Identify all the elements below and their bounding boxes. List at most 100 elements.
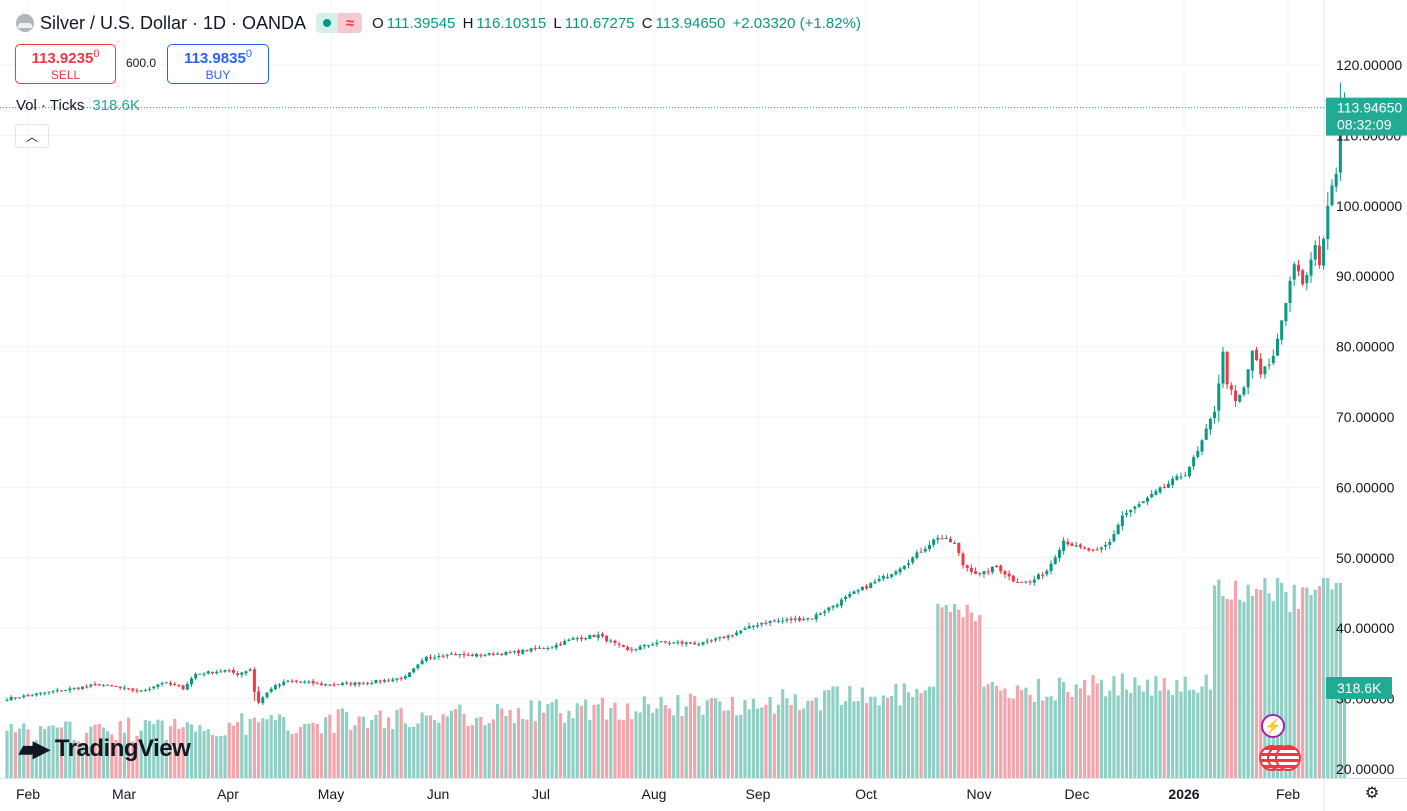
candle bbox=[584, 638, 588, 640]
candle bbox=[1032, 579, 1036, 583]
tradingview-logo[interactable]: ▰▶ TradingView bbox=[19, 735, 191, 763]
candle bbox=[1129, 509, 1133, 513]
volume-bar bbox=[1288, 611, 1292, 778]
volume-bar bbox=[986, 684, 990, 778]
silver-cloud-icon bbox=[16, 14, 34, 32]
gear-icon[interactable]: ⚙ bbox=[1364, 785, 1380, 802]
symbol-title[interactable]: Silver / U.S. Dollar · 1D · OANDA bbox=[40, 12, 307, 33]
volume-bar bbox=[747, 709, 751, 778]
volume-bar bbox=[294, 732, 298, 778]
volume-bar bbox=[751, 698, 755, 778]
volume-bar bbox=[1062, 682, 1066, 778]
volume-bar bbox=[734, 715, 739, 778]
candle bbox=[1158, 487, 1162, 493]
candle bbox=[718, 637, 722, 639]
candle bbox=[839, 599, 843, 606]
volume-bar bbox=[1196, 692, 1200, 778]
candle bbox=[378, 680, 382, 682]
candle bbox=[504, 651, 508, 656]
tradingview-mark-icon: ▰▶ bbox=[19, 736, 50, 761]
volume-bar bbox=[391, 729, 395, 778]
volume-bar bbox=[793, 694, 797, 778]
candle bbox=[751, 625, 755, 627]
candle bbox=[416, 664, 420, 669]
volume-bar bbox=[546, 704, 550, 778]
volume-bar bbox=[1137, 685, 1141, 778]
buy-button[interactable]: 113.98350 BUY bbox=[167, 44, 269, 84]
collapse-legend-button[interactable]: ︿ bbox=[15, 124, 49, 148]
volume-bar bbox=[59, 727, 64, 778]
volume-bar bbox=[701, 714, 705, 778]
candle bbox=[80, 686, 84, 690]
candle bbox=[965, 565, 969, 568]
volume-bar bbox=[118, 721, 122, 778]
candle bbox=[1141, 501, 1145, 504]
volume-bar bbox=[533, 721, 537, 778]
volume-bar bbox=[227, 722, 231, 778]
volume-bar bbox=[307, 723, 311, 778]
candle bbox=[491, 653, 495, 656]
volume-bar bbox=[1322, 578, 1326, 778]
volume-bar bbox=[1003, 688, 1007, 778]
candle bbox=[936, 537, 940, 540]
candle bbox=[428, 657, 432, 659]
volume-bar bbox=[936, 603, 940, 778]
volume-bar bbox=[881, 695, 885, 778]
candle bbox=[424, 656, 428, 661]
volume-bar bbox=[160, 720, 164, 778]
last-price-badge bbox=[1326, 97, 1407, 136]
volume-bar bbox=[1095, 683, 1099, 778]
sell-button[interactable]: 113.92350 SELL bbox=[15, 44, 116, 84]
symbol-legend[interactable]: Silver / U.S. Dollar · 1D · OANDA ≈ O 111… bbox=[16, 10, 864, 36]
volume-bar bbox=[1267, 593, 1271, 778]
volume-bar bbox=[1045, 696, 1049, 778]
volume-bar bbox=[705, 700, 709, 778]
volume-bar bbox=[638, 712, 642, 778]
candle bbox=[353, 682, 357, 686]
volume-bar bbox=[152, 724, 156, 778]
volume-bar bbox=[500, 708, 504, 778]
volume-bar bbox=[265, 719, 269, 778]
candle bbox=[1036, 574, 1040, 580]
candle bbox=[311, 680, 315, 684]
volume-bar bbox=[902, 683, 906, 778]
candle bbox=[1196, 451, 1200, 458]
us-flag-events-icon[interactable] bbox=[1259, 745, 1301, 773]
candle bbox=[143, 690, 147, 692]
volume-bar bbox=[684, 706, 688, 778]
candle bbox=[1099, 547, 1103, 550]
candle bbox=[1108, 541, 1112, 546]
volume-bar bbox=[202, 730, 206, 778]
volume-bar bbox=[693, 696, 697, 778]
volume-bar bbox=[1020, 690, 1024, 778]
candle bbox=[1213, 411, 1217, 419]
time-tick-label: Apr bbox=[217, 786, 239, 802]
candle bbox=[470, 654, 474, 657]
volume-bar bbox=[1108, 690, 1112, 778]
volume-bar bbox=[1145, 679, 1150, 778]
lightning-event-icon[interactable]: ⚡ bbox=[1261, 714, 1285, 738]
candle bbox=[743, 628, 747, 630]
sell-price: 113.9235 bbox=[31, 50, 94, 67]
volume-legend[interactable]: Vol · Ticks 318.6K bbox=[16, 97, 140, 114]
time-tick-label: Feb bbox=[16, 786, 40, 802]
volume-bar bbox=[349, 729, 353, 778]
volume-bar bbox=[1024, 687, 1028, 778]
candle bbox=[244, 671, 248, 674]
candle bbox=[1183, 475, 1187, 477]
volume-bar bbox=[131, 741, 135, 778]
volume-bar bbox=[374, 714, 378, 778]
volume-bar bbox=[588, 719, 592, 778]
candle bbox=[47, 691, 51, 693]
volume-bar bbox=[1301, 587, 1305, 778]
volume-bar bbox=[1099, 679, 1103, 778]
volume-bar bbox=[55, 727, 59, 778]
candle bbox=[1016, 581, 1020, 583]
volume-bar bbox=[667, 708, 672, 778]
candle bbox=[454, 653, 458, 656]
market-status-pill[interactable]: ≈ bbox=[316, 13, 363, 33]
candle bbox=[1192, 457, 1196, 467]
volume-bar bbox=[122, 732, 127, 778]
volume-bar bbox=[1246, 584, 1250, 778]
